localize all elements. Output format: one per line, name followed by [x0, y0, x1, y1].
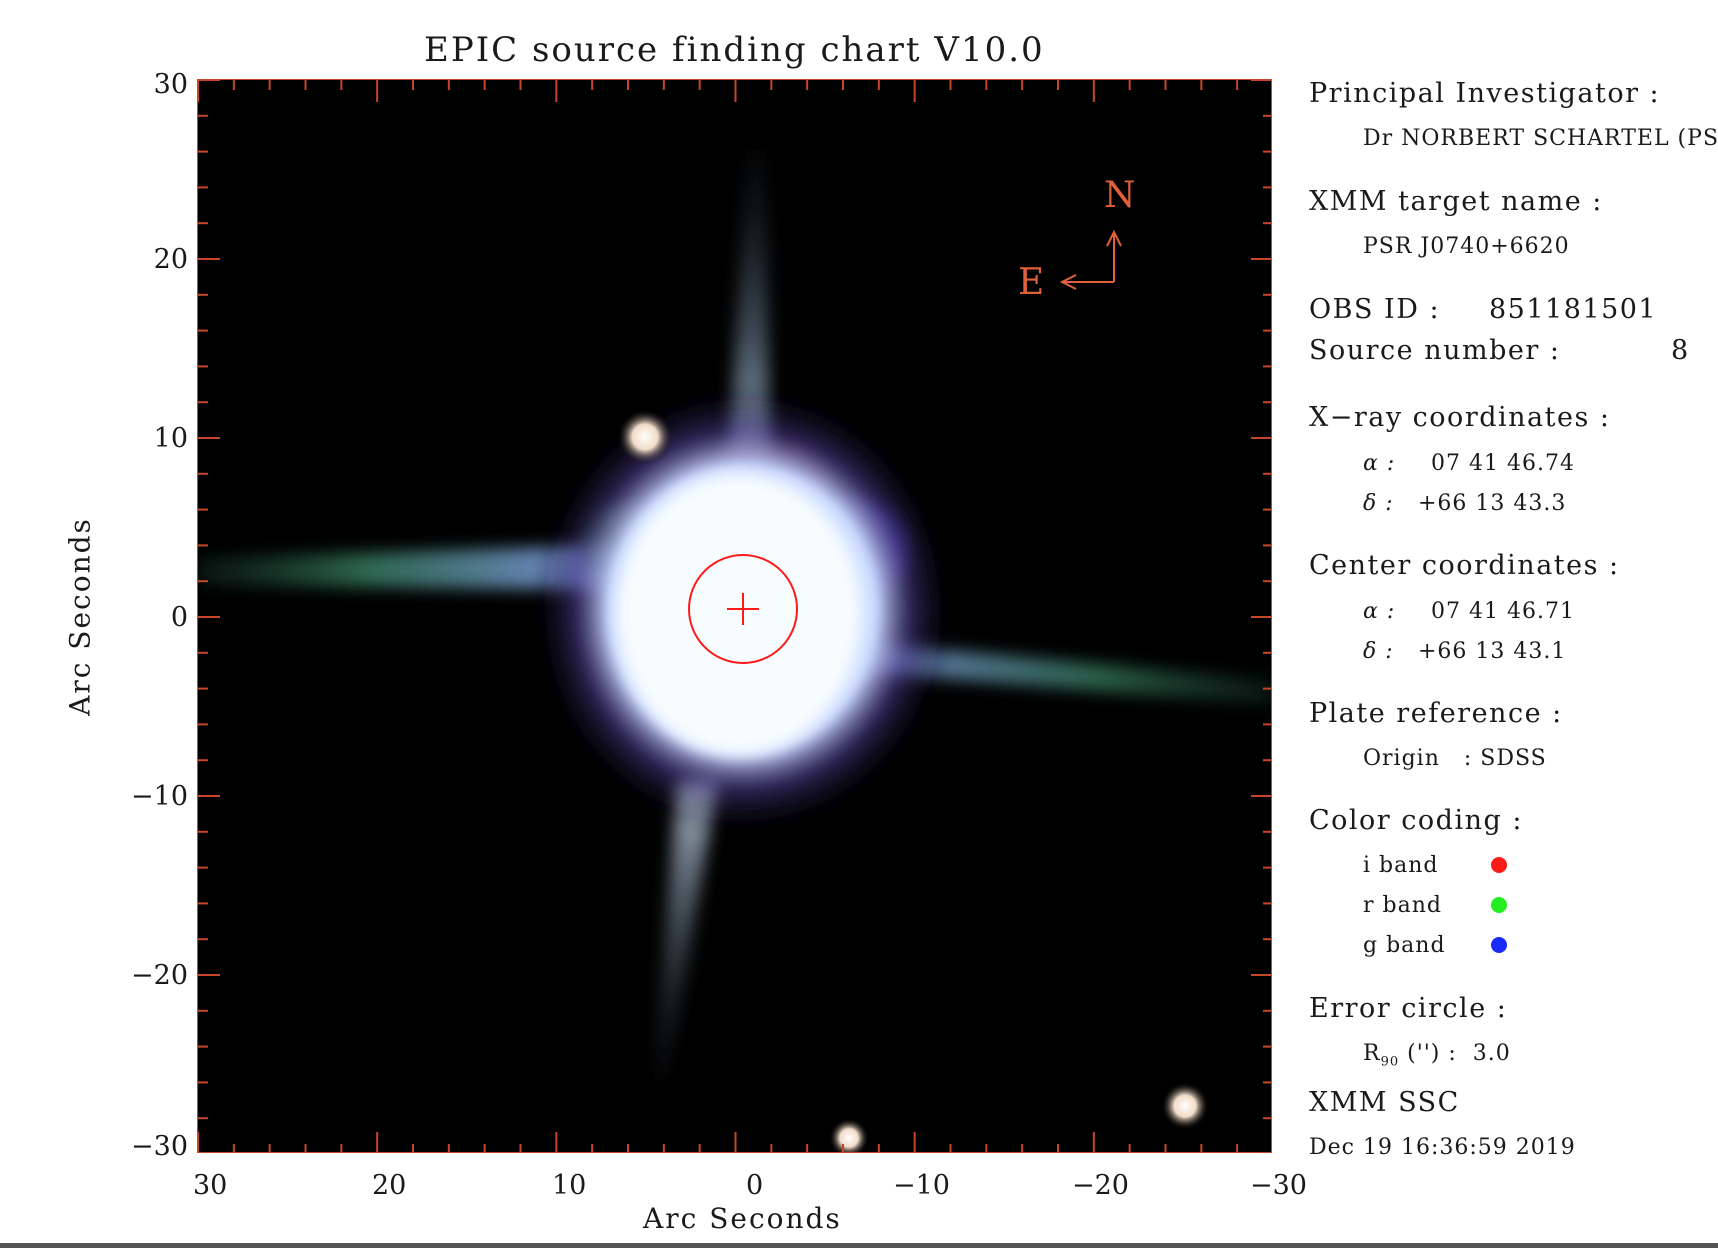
- finding-chart-image: N E: [197, 79, 1272, 1153]
- center-alpha-value: 07 41 46.71: [1431, 599, 1575, 624]
- center-alpha-symbol: α :: [1363, 599, 1396, 624]
- x-tick-label: 20: [372, 1170, 407, 1201]
- y-axis-title: Arc Seconds: [63, 517, 97, 716]
- color-coding-label: Color coding :: [1309, 805, 1523, 836]
- y-tick-label: −30: [131, 1131, 188, 1162]
- y-tick-label: −10: [131, 781, 188, 812]
- target-name-value: PSR J0740+6620: [1363, 234, 1570, 259]
- y-tick-label: 20: [153, 244, 188, 275]
- obsid-label: OBS ID :: [1309, 294, 1441, 325]
- source-number-value: 8: [1671, 335, 1690, 366]
- y-tick-label: 10: [153, 423, 188, 454]
- xray-delta-symbol: δ :: [1363, 491, 1394, 516]
- error-circle-radius: R90 ('') : 3.0: [1363, 1041, 1511, 1069]
- error-circle-value: ('') : 3.0: [1407, 1041, 1511, 1066]
- center-coords-label: Center coordinates :: [1309, 550, 1620, 581]
- ssc-label: XMM SSC: [1309, 1087, 1460, 1118]
- source-number-label: Source number :: [1309, 335, 1561, 366]
- plate-reference-label: Plate reference :: [1309, 698, 1563, 729]
- xray-alpha-value: 07 41 46.74: [1431, 451, 1575, 476]
- target-name-label: XMM target name :: [1309, 186, 1603, 217]
- plate-reference-value: Origin : SDSS: [1363, 746, 1547, 771]
- x-tick-label: −30: [1250, 1170, 1307, 1201]
- center-delta-symbol: δ :: [1363, 639, 1394, 664]
- error-circle: [688, 554, 798, 664]
- r90-subscript: 90: [1380, 1054, 1400, 1070]
- xray-delta-value: +66 13 43.3: [1418, 491, 1567, 516]
- compass-east-label: E: [1018, 262, 1044, 303]
- field-star: [829, 1118, 869, 1152]
- compass-north-label: N: [1104, 175, 1136, 216]
- x-tick-label: −10: [893, 1170, 950, 1201]
- pi-value: Dr NORBERT SCHARTEL (PS): [1363, 126, 1718, 151]
- x-tick-label: 30: [193, 1170, 228, 1201]
- x-tick-label: 10: [552, 1170, 587, 1201]
- pi-label: Principal Investigator :: [1309, 78, 1661, 109]
- band-g-label: g band: [1363, 933, 1446, 958]
- field-star: [1161, 1082, 1209, 1130]
- y-tick-label: 30: [153, 69, 188, 100]
- center-delta-value: +66 13 43.1: [1418, 639, 1567, 664]
- xray-alpha-symbol: α :: [1363, 451, 1396, 476]
- band-r-label: r band: [1363, 893, 1442, 918]
- window-bottom-edge: [0, 1243, 1718, 1248]
- band-r-dot: [1491, 897, 1507, 913]
- obsid-value: 851181501: [1489, 294, 1658, 325]
- y-tick-label: 0: [170, 602, 188, 633]
- timestamp: Dec 19 16:36:59 2019: [1309, 1135, 1576, 1160]
- x-tick-label: −20: [1072, 1170, 1129, 1201]
- chart-title: EPIC source finding chart V10.0: [424, 30, 1045, 70]
- axis-ticks: [198, 80, 1271, 1152]
- compass-arrows: [1059, 229, 1122, 290]
- xray-coords-label: X−ray coordinates :: [1309, 402, 1611, 433]
- x-axis-title: Arc Seconds: [643, 1202, 842, 1235]
- y-tick-label: −20: [131, 960, 188, 991]
- band-g-dot: [1491, 937, 1507, 953]
- x-tick-label: 0: [746, 1170, 764, 1201]
- r90-symbol: R: [1363, 1041, 1381, 1066]
- error-circle-label: Error circle :: [1309, 993, 1508, 1024]
- field-star: [617, 409, 673, 465]
- band-i-dot: [1491, 857, 1507, 873]
- band-i-label: i band: [1363, 853, 1439, 878]
